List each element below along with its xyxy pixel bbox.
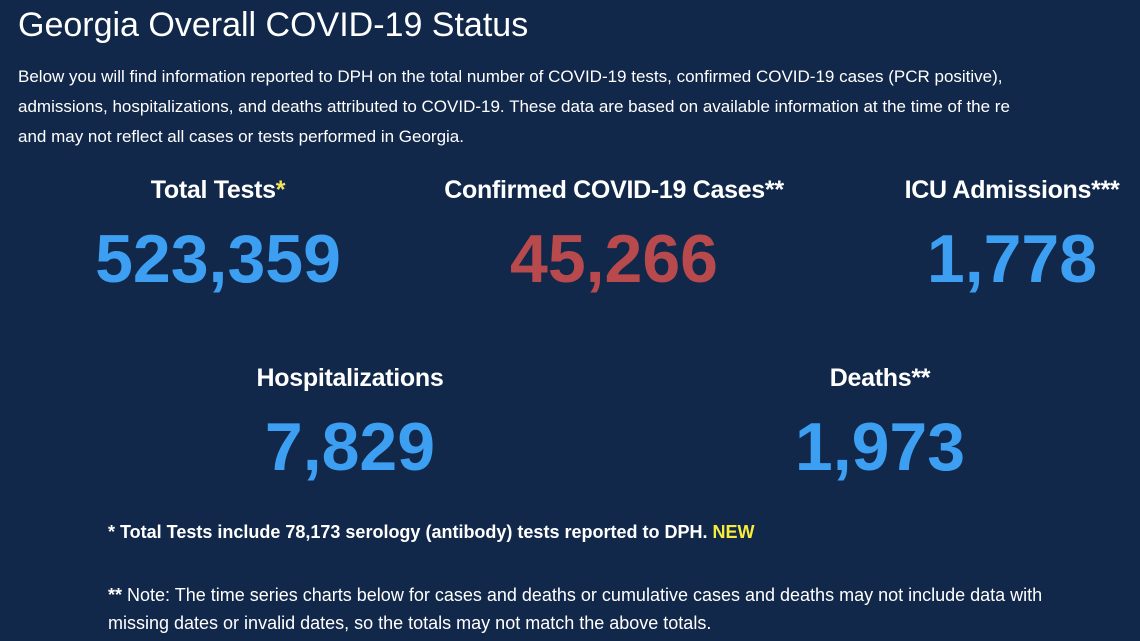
stat-value: 7,829 [264,409,436,485]
stat-value: 45,266 [510,221,718,297]
footnotes: * Total Tests include 78,173 serology (a… [108,522,1108,637]
stat-total-tests: Total Tests* 523,359 [68,176,368,293]
intro-paragraph: Below you will find information reported… [18,62,1140,152]
stat-deaths: Deaths** 1,973 [740,364,1020,481]
intro-line: and may not reflect all cases or tests p… [18,127,464,146]
asterisk-marker: * [275,176,286,204]
stat-label: Hospitalizations [256,364,444,392]
intro-line: Below you will find information reported… [18,67,1003,86]
stat-label: ICU Admissions*** [904,176,1120,204]
stat-confirmed-cases: Confirmed COVID-19 Cases** 45,266 [424,176,804,293]
stat-label: Total Tests* [68,176,368,205]
timeseries-footnote: ** Note: The time series charts below fo… [108,581,1108,637]
stat-value: 523,359 [95,221,341,297]
intro-line: admissions, hospitalizations, and deaths… [18,97,1010,116]
tests-footnote: * Total Tests include 78,173 serology (a… [108,522,1108,543]
double-asterisk-marker: ** [108,585,123,605]
stat-label: Deaths** [829,364,931,392]
timeseries-footnote-text: Note: The time series charts below for c… [108,585,1043,633]
tests-footnote-text: * Total Tests include 78,173 serology (a… [108,522,708,542]
page-title: Georgia Overall COVID-19 Status [18,6,529,44]
stat-value: 1,973 [794,409,966,485]
new-badge: NEW [712,522,755,542]
stat-hospitalizations: Hospitalizations 7,829 [200,364,500,481]
stat-value: 1,778 [926,221,1098,297]
stat-label: Confirmed COVID-19 Cases** [444,176,784,204]
stat-label-text: Total Tests [150,176,276,204]
stat-icu-admissions: ICU Admissions*** 1,778 [882,176,1140,293]
